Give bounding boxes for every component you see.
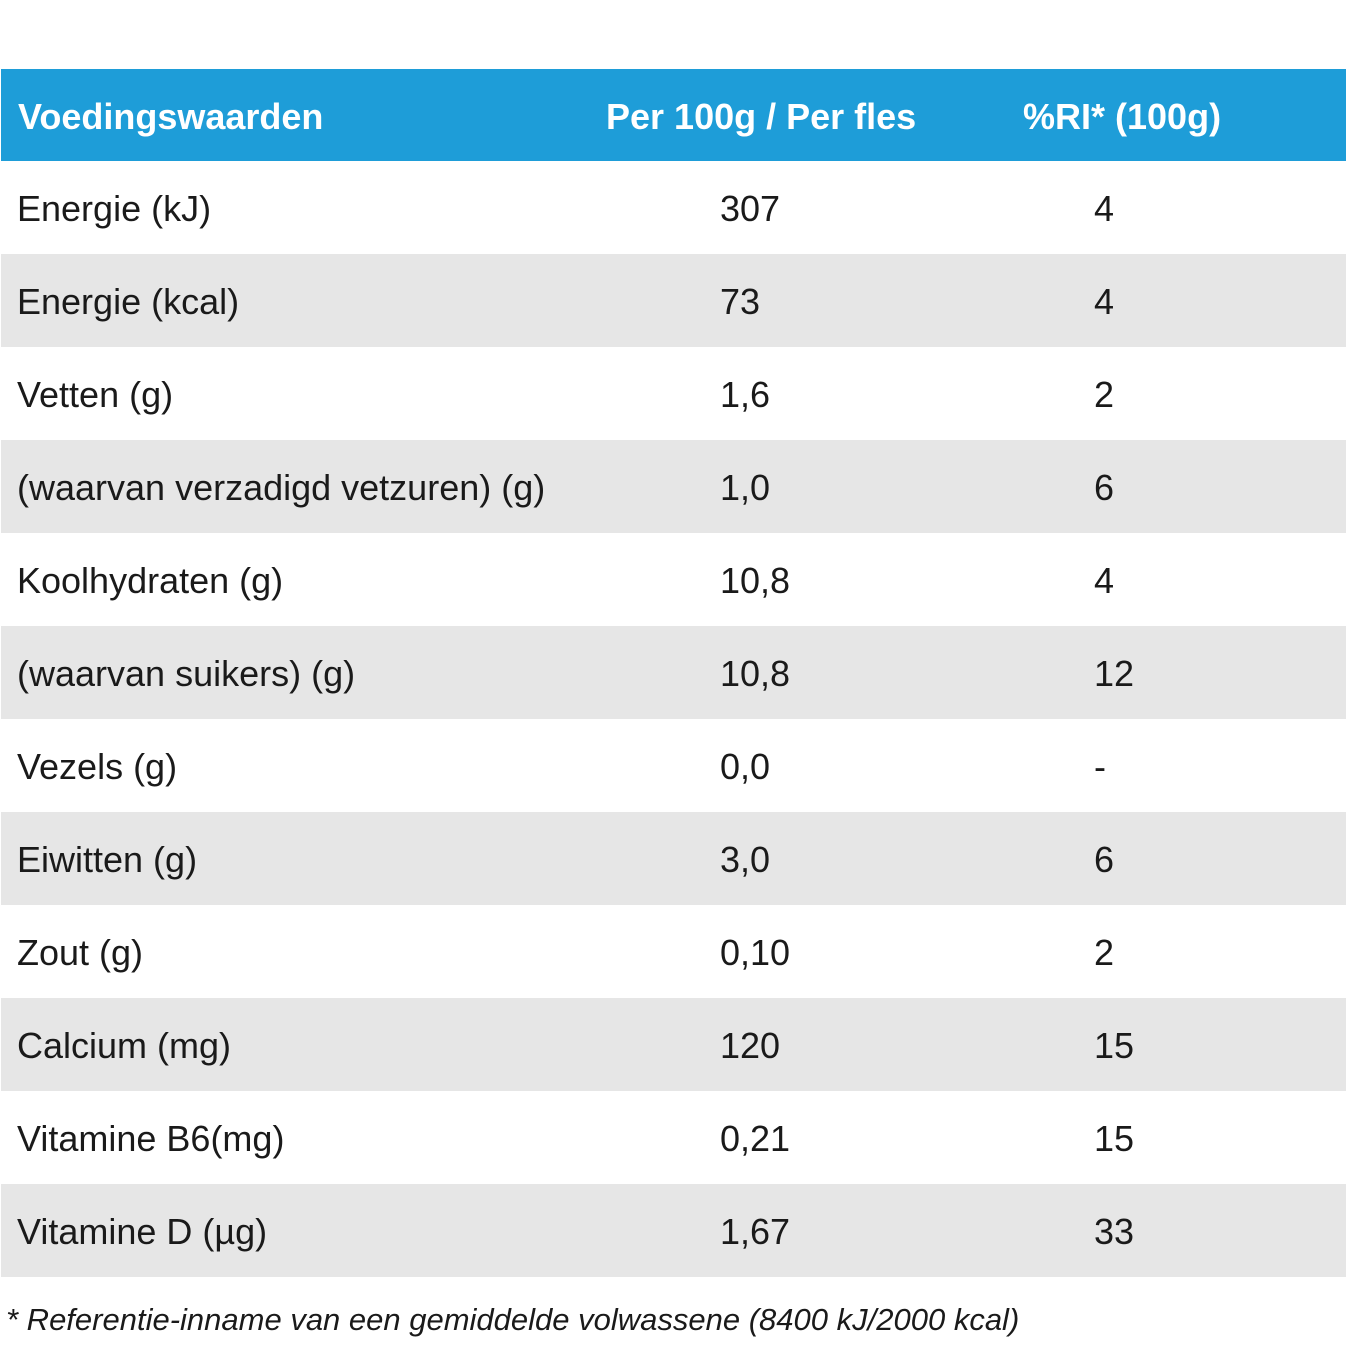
header-per-100g: Per 100g / Per fles <box>606 96 917 137</box>
nutrient-value: 10,8 <box>720 653 791 694</box>
nutrient-ri: 15 <box>1094 1118 1135 1159</box>
nutrient-name: Eiwitten (g) <box>17 839 198 880</box>
nutrient-value: 0,21 <box>720 1118 791 1159</box>
table-row: Calcium (mg) 120 15 <box>1 998 1346 1091</box>
nutrient-name: Energie (kcal) <box>17 281 240 322</box>
nutrient-ri: 2 <box>1094 932 1115 973</box>
nutrient-value: 73 <box>720 281 761 322</box>
nutrient-ri: 6 <box>1094 467 1115 508</box>
header-ri: %RI* (100g) <box>1023 96 1222 137</box>
nutrient-value: 307 <box>720 188 781 229</box>
nutrient-value: 1,6 <box>720 374 771 415</box>
nutrient-value: 3,0 <box>720 839 771 880</box>
nutrient-ri: 12 <box>1094 653 1135 694</box>
nutrient-ri: 4 <box>1094 281 1115 322</box>
footnote: * Referentie-inname van een gemiddelde v… <box>6 1302 1020 1337</box>
nutrient-name: Energie (kJ) <box>17 188 212 229</box>
header-nutrient: Voedingswaarden <box>18 96 324 137</box>
nutrient-value: 1,67 <box>720 1211 791 1252</box>
nutrient-ri: 2 <box>1094 374 1115 415</box>
nutrition-table: Voedingswaarden Per 100g / Per fles %RI*… <box>1 69 1346 1277</box>
nutrient-value: 0,0 <box>720 746 771 787</box>
table-row: Energie (kcal) 73 4 <box>1 254 1346 347</box>
nutrient-name: (waarvan suikers) (g) <box>17 653 356 694</box>
nutrient-ri: 15 <box>1094 1025 1135 1066</box>
nutrient-ri: 6 <box>1094 839 1115 880</box>
table-row: Vetten (g) 1,6 2 <box>1 347 1346 440</box>
table-row: Vitamine D (µg) 1,67 33 <box>1 1184 1346 1277</box>
nutrient-value: 0,10 <box>720 932 791 973</box>
table-row: (waarvan suikers) (g) 10,8 12 <box>1 626 1346 719</box>
table-row: Eiwitten (g) 3,0 6 <box>1 812 1346 905</box>
table-row: Koolhydraten (g) 10,8 4 <box>1 533 1346 626</box>
nutrient-name: Calcium (mg) <box>17 1025 232 1066</box>
nutrient-ri: - <box>1094 746 1106 787</box>
nutrient-ri: 33 <box>1094 1211 1135 1252</box>
nutrient-name: Koolhydraten (g) <box>17 560 284 601</box>
table-row: Zout (g) 0,10 2 <box>1 905 1346 998</box>
nutrient-name: Vezels (g) <box>17 746 178 787</box>
nutrient-value: 1,0 <box>720 467 771 508</box>
table-header: Voedingswaarden Per 100g / Per fles %RI*… <box>1 69 1346 161</box>
nutrient-ri: 4 <box>1094 188 1115 229</box>
table-row: Vezels (g) 0,0 - <box>1 719 1346 812</box>
table-row: Vitamine B6(mg) 0,21 15 <box>1 1091 1346 1184</box>
nutrient-name: Vetten (g) <box>17 374 174 415</box>
nutrient-name: Vitamine B6(mg) <box>17 1118 285 1159</box>
nutrient-ri: 4 <box>1094 560 1115 601</box>
nutrient-name: Vitamine D (µg) <box>17 1211 268 1252</box>
nutrient-value: 10,8 <box>720 560 791 601</box>
nutrient-name: (waarvan verzadigd vetzuren) (g) <box>17 467 546 508</box>
nutrient-value: 120 <box>720 1025 781 1066</box>
table-row: Energie (kJ) 307 4 <box>1 161 1346 254</box>
nutrient-name: Zout (g) <box>17 932 144 973</box>
table-row: (waarvan verzadigd vetzuren) (g) 1,0 6 <box>1 440 1346 533</box>
